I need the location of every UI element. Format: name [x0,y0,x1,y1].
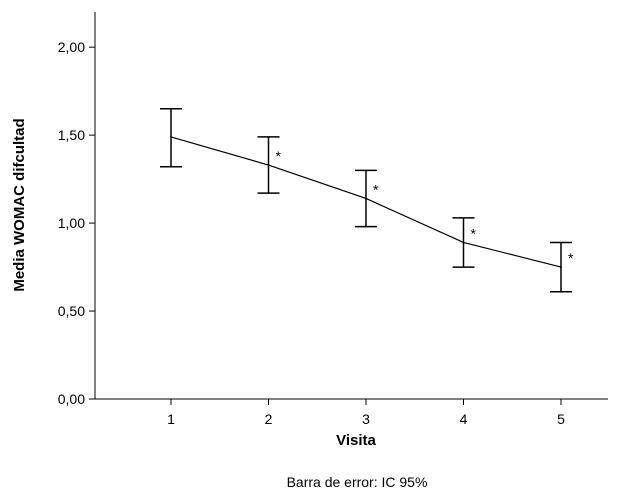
significance-star: * [471,225,477,241]
y-tick-label: 0,50 [58,303,85,319]
y-axis-title: Media WOMAC difcultad [11,118,28,291]
x-tick-label: 3 [362,411,370,427]
x-tick-label: 5 [557,411,565,427]
significance-star: * [568,250,574,266]
significance-star: * [276,148,282,164]
error-bars-group [160,108,572,293]
significance-star: * [373,181,379,197]
y-tick-label: 2,00 [58,39,85,55]
y-tick-label: 0,00 [58,391,85,407]
x-tick-label: 4 [460,411,468,427]
x-axis-ticks: 1 2 3 4 5 [167,399,565,427]
x-tick-label: 2 [265,411,273,427]
y-axis-ticks: 0,00 0,50 1,00 1,50 2,00 [58,39,95,407]
y-tick-label: 1,00 [58,215,85,231]
y-tick-label: 1,50 [58,127,85,143]
significance-markers-group: * * * * [276,148,575,266]
error-bar-caption: Barra de error: IC 95% [287,474,428,490]
x-tick-label: 1 [167,411,175,427]
x-axis-title: Visita [336,432,376,449]
